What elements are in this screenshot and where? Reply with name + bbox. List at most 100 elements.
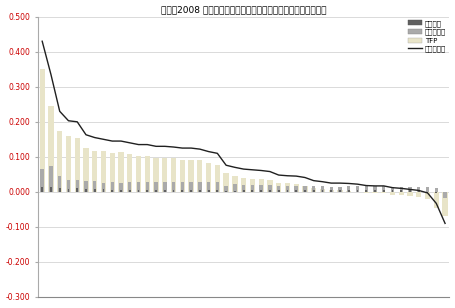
Bar bbox=[164, 190, 166, 192]
Bar bbox=[304, 190, 306, 192]
Bar bbox=[129, 190, 131, 192]
Bar bbox=[277, 185, 280, 192]
Bar bbox=[435, 192, 437, 193]
Bar bbox=[199, 190, 201, 192]
Bar bbox=[338, 187, 342, 192]
Bar bbox=[94, 189, 96, 192]
Bar bbox=[50, 187, 52, 192]
Bar bbox=[399, 192, 404, 195]
Bar bbox=[93, 181, 96, 192]
Bar bbox=[217, 190, 218, 192]
Bar bbox=[381, 192, 386, 193]
Bar bbox=[434, 192, 439, 208]
Bar bbox=[75, 138, 80, 192]
Bar bbox=[390, 192, 395, 195]
Bar bbox=[258, 179, 264, 192]
Bar bbox=[110, 153, 115, 192]
Bar bbox=[154, 182, 158, 192]
Bar bbox=[197, 160, 202, 192]
Bar bbox=[425, 192, 430, 199]
Bar bbox=[364, 192, 369, 193]
Bar bbox=[303, 185, 307, 192]
Bar bbox=[285, 184, 290, 192]
Bar bbox=[442, 192, 448, 216]
Bar bbox=[127, 154, 132, 192]
Bar bbox=[119, 183, 123, 192]
Bar bbox=[147, 190, 148, 192]
Bar bbox=[348, 190, 349, 192]
Bar bbox=[223, 172, 229, 192]
Bar bbox=[383, 190, 384, 192]
Bar bbox=[252, 190, 253, 192]
Bar bbox=[269, 190, 271, 192]
Bar bbox=[321, 186, 324, 192]
Bar bbox=[243, 190, 244, 192]
Bar bbox=[382, 186, 385, 192]
Bar bbox=[426, 187, 429, 192]
Bar bbox=[259, 185, 263, 192]
Bar bbox=[372, 192, 378, 193]
Bar bbox=[293, 184, 299, 192]
Bar bbox=[101, 151, 106, 192]
Bar bbox=[190, 190, 192, 192]
Legend: 労働の質, 資本装備率, TFP, 労働生産性: 労働の質, 資本装備率, TFP, 労働生産性 bbox=[405, 18, 449, 55]
Bar bbox=[391, 187, 394, 192]
Bar bbox=[137, 190, 139, 192]
Bar bbox=[180, 160, 185, 192]
Bar bbox=[276, 183, 281, 192]
Bar bbox=[171, 158, 176, 192]
Bar bbox=[337, 190, 343, 192]
Bar bbox=[76, 180, 79, 192]
Bar bbox=[287, 190, 288, 192]
Bar bbox=[250, 179, 255, 192]
Bar bbox=[242, 185, 245, 192]
Bar bbox=[278, 190, 279, 192]
Bar bbox=[443, 192, 447, 198]
Bar bbox=[111, 182, 114, 192]
Bar bbox=[399, 187, 403, 192]
Bar bbox=[295, 190, 297, 192]
Bar bbox=[407, 192, 413, 197]
Bar bbox=[268, 185, 272, 192]
Bar bbox=[207, 190, 209, 192]
Bar bbox=[111, 190, 113, 192]
Bar bbox=[92, 151, 97, 192]
Bar bbox=[198, 182, 202, 192]
Bar bbox=[136, 156, 141, 192]
Bar bbox=[172, 182, 175, 192]
Bar bbox=[155, 190, 157, 192]
Bar bbox=[66, 136, 71, 192]
Bar bbox=[435, 188, 438, 192]
Bar bbox=[145, 156, 150, 192]
Bar bbox=[346, 191, 351, 192]
Bar bbox=[215, 164, 220, 192]
Bar bbox=[312, 185, 315, 192]
Bar bbox=[216, 182, 219, 192]
Bar bbox=[241, 178, 246, 192]
Bar bbox=[162, 157, 167, 192]
Bar bbox=[102, 189, 105, 192]
Bar bbox=[356, 186, 359, 192]
Bar bbox=[392, 190, 394, 192]
Bar bbox=[418, 190, 420, 192]
Bar bbox=[224, 185, 228, 192]
Bar bbox=[85, 189, 87, 192]
Bar bbox=[232, 176, 238, 192]
Bar bbox=[251, 185, 254, 192]
Bar bbox=[207, 182, 210, 192]
Bar bbox=[137, 182, 140, 192]
Bar bbox=[294, 185, 298, 192]
Bar bbox=[206, 163, 211, 192]
Bar bbox=[181, 182, 184, 192]
Bar bbox=[267, 180, 273, 192]
Bar bbox=[329, 187, 333, 192]
Bar bbox=[67, 189, 70, 192]
Title: 図１．2008 年における労働生産性地域間格差の原因（対数値）: 図１．2008 年における労働生産性地域間格差の原因（対数値） bbox=[161, 6, 326, 14]
Bar bbox=[373, 186, 377, 192]
Bar bbox=[189, 182, 193, 192]
Bar bbox=[49, 166, 53, 192]
Bar bbox=[172, 190, 174, 192]
Bar bbox=[58, 176, 61, 192]
Bar bbox=[76, 188, 78, 192]
Bar bbox=[260, 190, 262, 192]
